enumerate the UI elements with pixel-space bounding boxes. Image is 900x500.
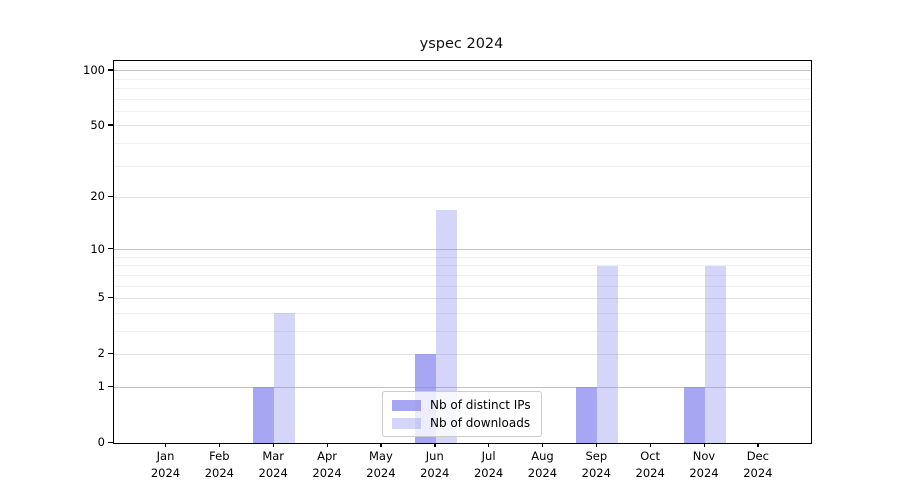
legend: Nb of distinct IPs Nb of downloads [382,391,542,437]
y-tick-mark [108,385,113,387]
major-gridline [114,353,811,355]
minor-gridline [114,165,811,167]
decade-gridline [114,70,811,72]
x-tick-mark [434,443,436,447]
legend-item-distinct-ips: Nb of distinct IPs [392,398,531,412]
legend-label-downloads: Nb of downloads [430,416,531,430]
y-tick-label: 50 [90,117,105,132]
y-tick-label: 1 [97,379,105,394]
x-tick-mark [165,443,167,447]
legend-item-downloads: Nb of downloads [392,416,531,430]
plot-area: Nb of distinct IPs Nb of downloads [113,60,812,444]
y-tick-mark [108,69,113,71]
x-tick-label: Sep 2024 [581,449,611,480]
minor-gridline [114,142,811,144]
y-tick-label: 5 [97,290,105,305]
x-tick-label: Feb 2024 [204,449,234,480]
y-tick-mark [108,352,113,355]
legend-label-distinct-ips: Nb of distinct IPs [430,398,531,412]
bar-downloads [274,313,296,443]
minor-gridline [114,78,811,80]
x-tick-label: May 2024 [366,449,396,480]
x-tick-label: Aug 2024 [527,449,558,480]
major-gridline [114,125,811,127]
x-tick-mark [541,443,544,447]
decade-gridline [114,386,811,388]
y-tick-mark [108,441,113,443]
bar-distinct-ips [576,387,598,443]
chart-title: yspec 2024 [419,36,504,52]
legend-swatch-downloads [392,417,421,429]
minor-gridline [114,110,811,112]
minor-gridline [114,88,811,90]
minor-gridline [114,256,811,258]
y-tick-mark [108,248,113,250]
x-tick-label: Jan 2024 [150,449,181,480]
decade-gridline [114,249,811,251]
minor-gridline [114,330,811,332]
x-tick-label: Dec 2024 [743,449,773,480]
major-gridline [114,297,811,299]
y-tick-label: 100 [83,62,105,77]
y-tick-label: 0 [97,435,105,449]
bar-downloads [435,209,457,443]
bar-distinct-ips [684,387,705,443]
y-tick-label: 10 [90,241,105,256]
x-tick-mark [757,443,759,447]
legend-swatch-distinct-ips [392,399,421,411]
y-tick-mark [108,296,113,299]
y-tick-label: 2 [97,346,105,361]
x-tick-label: Nov 2024 [689,449,719,480]
major-gridline [114,196,811,198]
x-tick-mark [488,443,490,447]
x-tick-label: Jun 2024 [420,449,450,480]
x-tick-mark [380,443,382,447]
x-tick-mark [326,443,328,447]
minor-gridline [114,285,811,287]
minor-gridline [114,312,811,314]
y-tick-mark [108,195,113,198]
x-tick-mark [649,443,651,447]
y-tick-mark [108,124,113,126]
x-tick-mark [703,443,705,447]
bar-downloads [597,265,619,443]
x-tick-label: Apr 2024 [312,449,342,480]
x-tick-mark [218,443,221,447]
x-tick-label: Jul 2024 [473,449,504,480]
minor-gridline [114,274,811,276]
y-tick-label: 20 [90,189,105,204]
minor-gridline [114,98,811,100]
x-tick-label: Oct 2024 [635,449,665,480]
bar-distinct-ips [253,387,275,443]
x-tick-mark [272,443,274,447]
x-tick-mark [595,443,598,447]
x-tick-label: Mar 2024 [258,449,288,480]
minor-gridline [114,265,811,267]
bar-downloads [705,265,726,443]
